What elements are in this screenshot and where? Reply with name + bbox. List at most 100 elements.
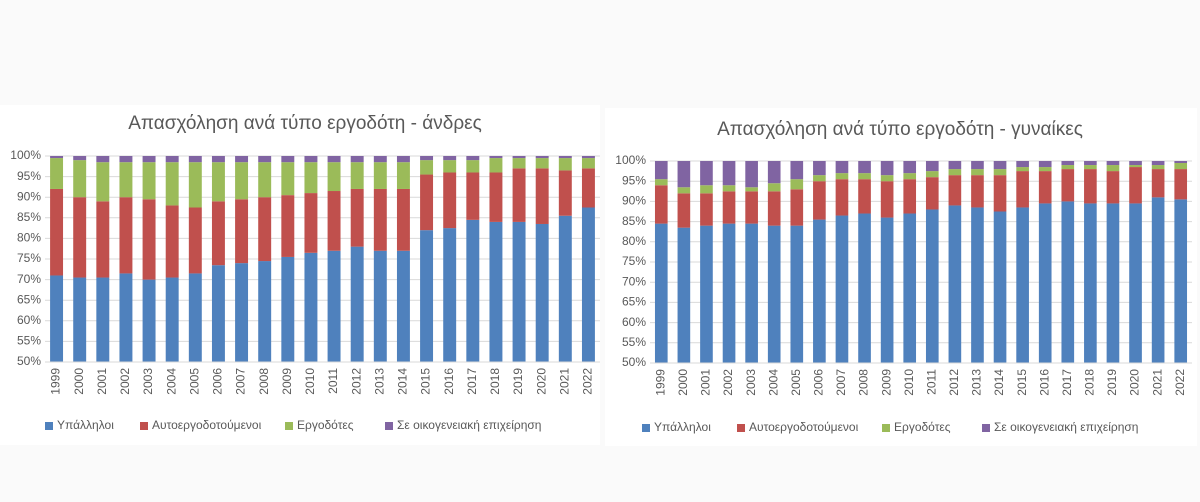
bar-segment bbox=[1038, 167, 1052, 172]
bar-segment bbox=[258, 156, 272, 163]
y-tick-label: 50% bbox=[622, 355, 646, 369]
bar-segment bbox=[188, 207, 202, 274]
bar-segment bbox=[1129, 161, 1142, 166]
bar-segment bbox=[142, 199, 156, 280]
bar-segment bbox=[1061, 169, 1075, 202]
bar-segment bbox=[581, 158, 595, 169]
bar-segment bbox=[558, 215, 572, 362]
x-tick-label: 2012 bbox=[349, 368, 363, 395]
x-tick-label: 2016 bbox=[1037, 369, 1051, 396]
bar-segment bbox=[1174, 169, 1188, 200]
x-tick-label: 2018 bbox=[488, 368, 502, 395]
y-tick-label: 50% bbox=[17, 354, 41, 368]
bar-segment bbox=[466, 172, 480, 220]
bar-segment bbox=[396, 188, 410, 251]
bar-segment bbox=[993, 175, 1007, 212]
bar-segment bbox=[767, 225, 781, 363]
bar-segment bbox=[813, 175, 826, 182]
y-tick-label: 70% bbox=[622, 274, 646, 288]
x-tick-label: 2022 bbox=[581, 368, 595, 395]
bar-segment bbox=[443, 228, 457, 362]
bar-segment bbox=[327, 162, 341, 192]
bar-segment bbox=[1061, 201, 1075, 363]
bar-segment bbox=[119, 156, 133, 163]
bar-segment bbox=[1106, 165, 1120, 172]
x-tick-label: 2002 bbox=[721, 369, 735, 396]
bar-segment bbox=[767, 161, 781, 184]
bar-segment bbox=[281, 162, 295, 196]
bar-segment bbox=[1151, 165, 1165, 170]
bar-segment bbox=[373, 162, 387, 189]
bar-segment bbox=[700, 185, 713, 194]
x-tick-label: 2009 bbox=[879, 369, 893, 396]
bar-segment bbox=[654, 179, 668, 186]
chart-title: Απασχόληση ανά τύπο εργοδότη - γυναίκες bbox=[717, 119, 1083, 140]
x-tick-label: 2018 bbox=[1083, 369, 1097, 396]
bar-segment bbox=[813, 219, 826, 363]
bar-segment bbox=[420, 160, 434, 175]
x-tick-label: 2003 bbox=[141, 368, 155, 395]
bar-segment bbox=[767, 191, 781, 226]
y-tick-label: 75% bbox=[17, 251, 41, 265]
bar-segment bbox=[165, 277, 179, 362]
bar-segment bbox=[119, 162, 133, 198]
bar-segment bbox=[327, 250, 341, 362]
bar-segment bbox=[745, 187, 758, 192]
bar-segment bbox=[1106, 171, 1120, 204]
y-tick-label: 65% bbox=[17, 292, 41, 306]
x-tick-label: 2000 bbox=[72, 368, 86, 395]
legend-label: Υπάλληλοι bbox=[654, 420, 711, 434]
bar-segment bbox=[119, 197, 133, 274]
bar-segment bbox=[654, 185, 668, 224]
x-tick-label: 2005 bbox=[187, 368, 201, 395]
bar-segment bbox=[813, 161, 826, 176]
y-tick-label: 85% bbox=[622, 214, 646, 228]
bar-segment bbox=[535, 168, 549, 224]
x-tick-label: 2004 bbox=[164, 368, 178, 395]
bar-segment bbox=[304, 193, 318, 253]
bar-segment bbox=[535, 156, 549, 159]
bar-segment bbox=[535, 223, 549, 362]
bar-segment bbox=[350, 162, 364, 189]
bar-segment bbox=[971, 207, 984, 363]
legend-label: Αυτοεργοδοτούμενοι bbox=[749, 420, 859, 434]
legend-label: Σε οικογενειακή επιχείρηση bbox=[994, 420, 1138, 434]
bar-segment bbox=[1129, 203, 1142, 363]
x-tick-label: 2005 bbox=[789, 369, 803, 396]
bar-segment bbox=[211, 156, 225, 163]
x-tick-label: 2009 bbox=[280, 368, 294, 395]
x-tick-label: 2014 bbox=[992, 369, 1006, 396]
bar-segment bbox=[466, 219, 480, 362]
bar-segment bbox=[903, 173, 917, 180]
bar-segment bbox=[1084, 203, 1097, 363]
legend-swatch bbox=[45, 422, 53, 430]
bar-segment bbox=[142, 279, 156, 362]
bar-segment bbox=[1151, 161, 1165, 166]
bar-segment bbox=[700, 225, 713, 363]
bar-segment bbox=[677, 193, 691, 228]
bar-segment bbox=[1061, 161, 1075, 166]
bar-segment bbox=[350, 246, 364, 362]
bar-segment bbox=[790, 189, 804, 226]
bar-segment bbox=[654, 223, 668, 363]
bar-segment bbox=[581, 168, 595, 208]
y-tick-label: 65% bbox=[622, 295, 646, 309]
bar-segment bbox=[677, 227, 691, 363]
bar-segment bbox=[745, 223, 758, 363]
bar-segment bbox=[993, 211, 1007, 363]
bar-segment bbox=[512, 158, 526, 169]
bar-segment bbox=[993, 169, 1007, 176]
bar-segment bbox=[235, 263, 249, 362]
legend-label: Αυτοεργοδοτούμενοι bbox=[152, 418, 262, 432]
bar-segment bbox=[1061, 165, 1075, 170]
bar-segment bbox=[73, 156, 87, 161]
bar-segment bbox=[304, 252, 318, 362]
y-tick-label: 95% bbox=[622, 173, 646, 187]
bar-segment bbox=[373, 188, 387, 251]
bar-segment bbox=[858, 213, 871, 363]
bar-segment bbox=[396, 156, 410, 163]
bar-segment bbox=[235, 199, 249, 264]
y-tick-label: 100% bbox=[615, 153, 646, 167]
y-tick-label: 70% bbox=[17, 272, 41, 286]
